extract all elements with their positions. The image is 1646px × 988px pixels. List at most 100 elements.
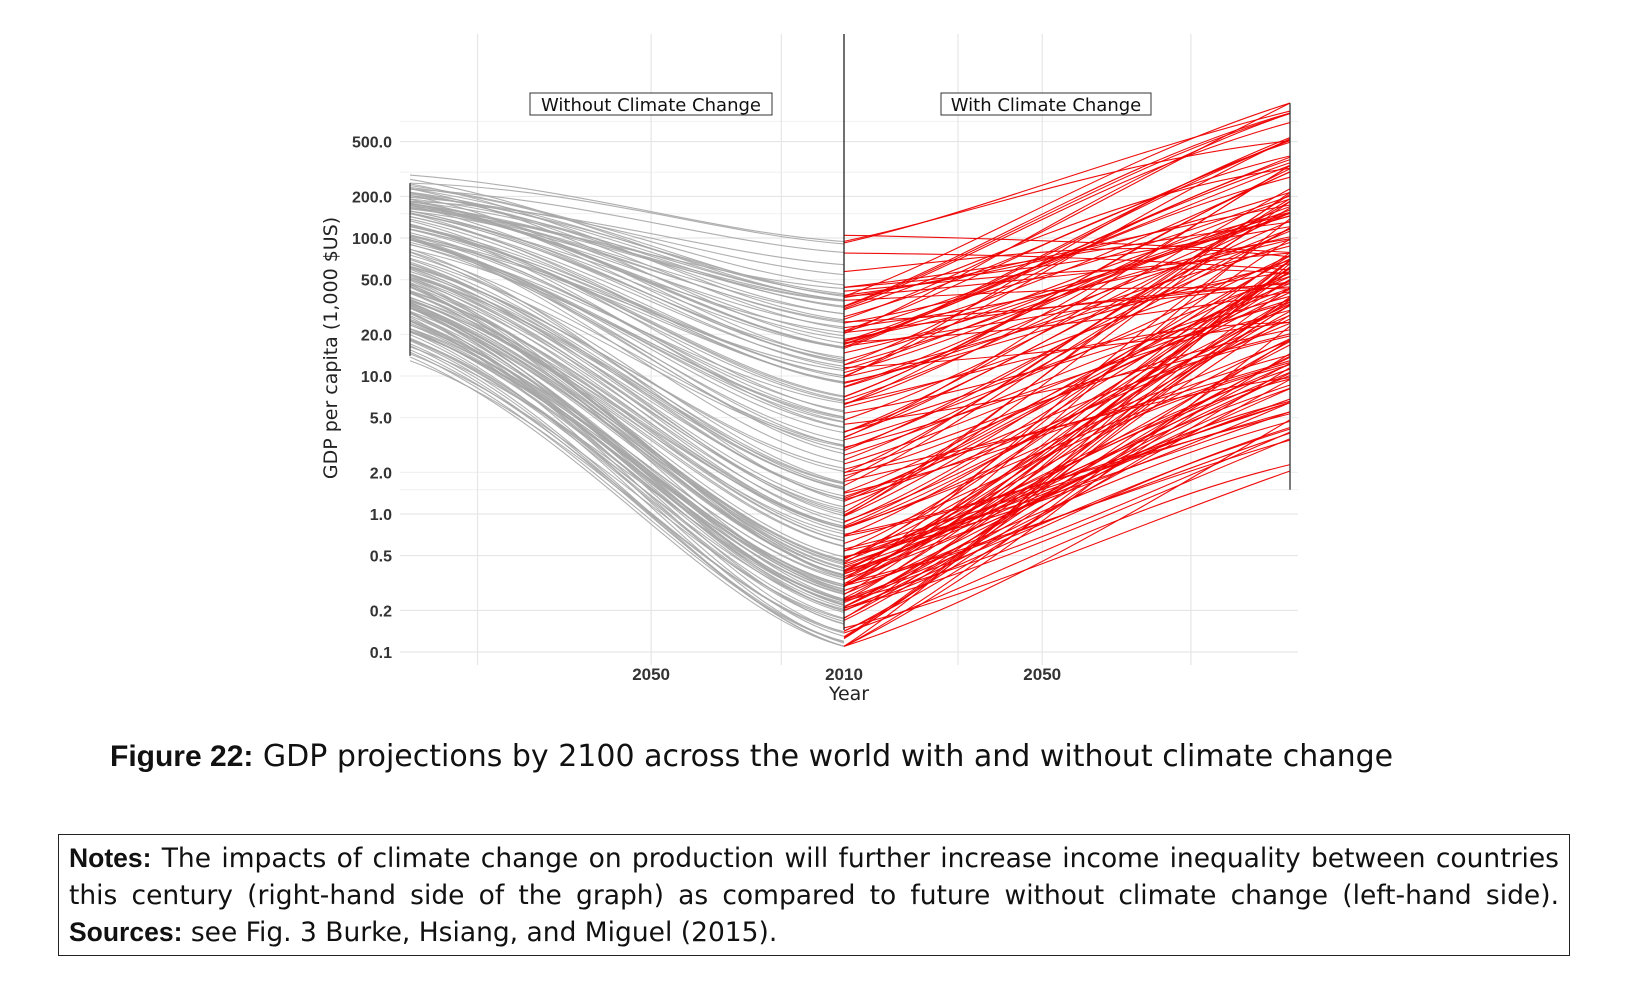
series-line-with-cc bbox=[843, 426, 1291, 611]
notes-text: The impacts of climate change on product… bbox=[69, 843, 1559, 911]
series-line-with-cc bbox=[843, 400, 1291, 595]
y-tick-label: 20.0 bbox=[361, 327, 392, 344]
series-line-with-cc bbox=[843, 339, 1291, 647]
series-line-without-cc bbox=[409, 198, 845, 364]
series-line-without-cc bbox=[409, 286, 845, 566]
x-tick-label: 2050 bbox=[1023, 665, 1061, 684]
series-line-without-cc bbox=[409, 310, 845, 564]
series-line-with-cc bbox=[843, 339, 1291, 494]
series-line-with-cc bbox=[843, 212, 1291, 370]
series-line-without-cc bbox=[409, 265, 845, 473]
series-line-without-cc bbox=[409, 307, 845, 600]
series-line-without-cc bbox=[409, 188, 845, 254]
series-line-with-cc bbox=[843, 167, 1291, 311]
panel-label-right: With Climate Change bbox=[940, 92, 1152, 116]
series-line-with-cc bbox=[843, 200, 1291, 433]
series-line-with-cc bbox=[843, 431, 1291, 602]
series-line-without-cc bbox=[409, 334, 845, 622]
series-line-without-cc bbox=[409, 306, 845, 577]
series-line-without-cc bbox=[409, 275, 845, 524]
series-line-with-cc bbox=[843, 215, 1291, 354]
y-tick-label: 10.0 bbox=[361, 369, 392, 386]
series-line-with-cc bbox=[843, 258, 1291, 517]
series-line-without-cc bbox=[409, 300, 845, 547]
series-line-with-cc bbox=[843, 252, 1291, 297]
series-line-with-cc bbox=[843, 318, 1291, 572]
series-line-with-cc bbox=[843, 268, 1291, 552]
series-line-without-cc bbox=[409, 278, 845, 577]
series-line-with-cc bbox=[843, 260, 1291, 619]
series-line-without-cc bbox=[409, 195, 845, 295]
sources-label: Sources: bbox=[69, 917, 183, 947]
series-line-without-cc bbox=[409, 239, 845, 451]
series-line-with-cc bbox=[843, 266, 1291, 602]
y-tick-label: 50.0 bbox=[361, 273, 392, 290]
series-line-without-cc bbox=[409, 228, 845, 401]
series-line-with-cc bbox=[843, 259, 1291, 408]
series-line-without-cc bbox=[409, 283, 845, 521]
notes-box: Notes: The impacts of climate change on … bbox=[58, 834, 1570, 956]
series-line-without-cc bbox=[409, 204, 845, 340]
series-line-with-cc bbox=[843, 387, 1291, 612]
series-line-without-cc bbox=[409, 182, 845, 245]
series-line-with-cc bbox=[843, 209, 1291, 340]
series-line-without-cc bbox=[409, 266, 845, 508]
series-line-without-cc bbox=[409, 239, 845, 447]
series-line-with-cc bbox=[843, 275, 1291, 433]
series-line-with-cc bbox=[843, 195, 1291, 324]
y-tick-label: 0.2 bbox=[370, 603, 392, 620]
series-line-with-cc bbox=[843, 211, 1291, 362]
series-line-with-cc bbox=[843, 221, 1291, 288]
series-line-without-cc bbox=[409, 315, 845, 579]
series-line-with-cc bbox=[843, 272, 1291, 502]
gdp-projection-chart: 500.0 200.0 100.0 50.0 20.0 10.0 5.0 2.0 1.0 0.5 0… bbox=[320, 34, 1298, 705]
x-axis-title: Year bbox=[828, 683, 869, 705]
panel-label-right-text: With Climate Change bbox=[951, 95, 1142, 116]
series-line-with-cc bbox=[843, 188, 1291, 433]
series-line-without-cc bbox=[409, 201, 845, 337]
series-line-with-cc bbox=[843, 204, 1291, 299]
series-line-with-cc bbox=[843, 295, 1291, 456]
series-line-with-cc bbox=[843, 432, 1291, 587]
series-line-without-cc bbox=[409, 278, 845, 510]
series-line-without-cc bbox=[409, 228, 845, 377]
series-line-with-cc bbox=[843, 314, 1291, 619]
y-tick-label: 200.0 bbox=[352, 189, 392, 206]
series-line-without-cc bbox=[409, 324, 845, 588]
series-line-without-cc bbox=[409, 284, 845, 542]
series-line-with-cc bbox=[843, 112, 1291, 335]
series-line-with-cc bbox=[843, 372, 1291, 580]
series-line-with-cc bbox=[843, 201, 1291, 516]
series-line-without-cc bbox=[409, 254, 845, 483]
series-line-without-cc bbox=[409, 228, 845, 402]
series-line-with-cc bbox=[843, 360, 1291, 473]
series-line-with-cc bbox=[843, 402, 1291, 572]
series-line-with-cc bbox=[843, 419, 1291, 647]
series-line-with-cc bbox=[843, 234, 1291, 253]
series-line-without-cc bbox=[409, 291, 845, 532]
with-climate-change-lines bbox=[843, 102, 1291, 647]
series-line-with-cc bbox=[843, 268, 1291, 292]
series-line-without-cc bbox=[409, 311, 845, 625]
series-line-without-cc bbox=[409, 330, 845, 609]
y-tick-label: 0.5 bbox=[370, 549, 392, 566]
series-line-with-cc bbox=[843, 212, 1291, 401]
y-axis-title: GDP per capita (1,000 $US) bbox=[320, 217, 342, 479]
series-line-with-cc bbox=[843, 297, 1291, 586]
series-line-without-cc bbox=[409, 339, 845, 625]
series-line-with-cc bbox=[843, 299, 1291, 587]
series-line-with-cc bbox=[843, 159, 1291, 366]
panel-label-left-text: Without Climate Change bbox=[541, 95, 761, 116]
series-line-with-cc bbox=[843, 378, 1291, 600]
series-line-without-cc bbox=[409, 337, 845, 610]
series-line-without-cc bbox=[409, 220, 845, 413]
y-tick-label: 5.0 bbox=[370, 411, 392, 428]
series-line-with-cc bbox=[843, 344, 1291, 575]
without-climate-change-lines bbox=[409, 174, 845, 647]
x-tick-label: 2010 bbox=[825, 665, 863, 684]
series-line-without-cc bbox=[409, 258, 845, 484]
y-tick-label: 500.0 bbox=[352, 135, 392, 152]
series-line-without-cc bbox=[409, 283, 845, 592]
y-tick-label: 100.0 bbox=[352, 231, 392, 248]
series-line-with-cc bbox=[843, 375, 1291, 604]
